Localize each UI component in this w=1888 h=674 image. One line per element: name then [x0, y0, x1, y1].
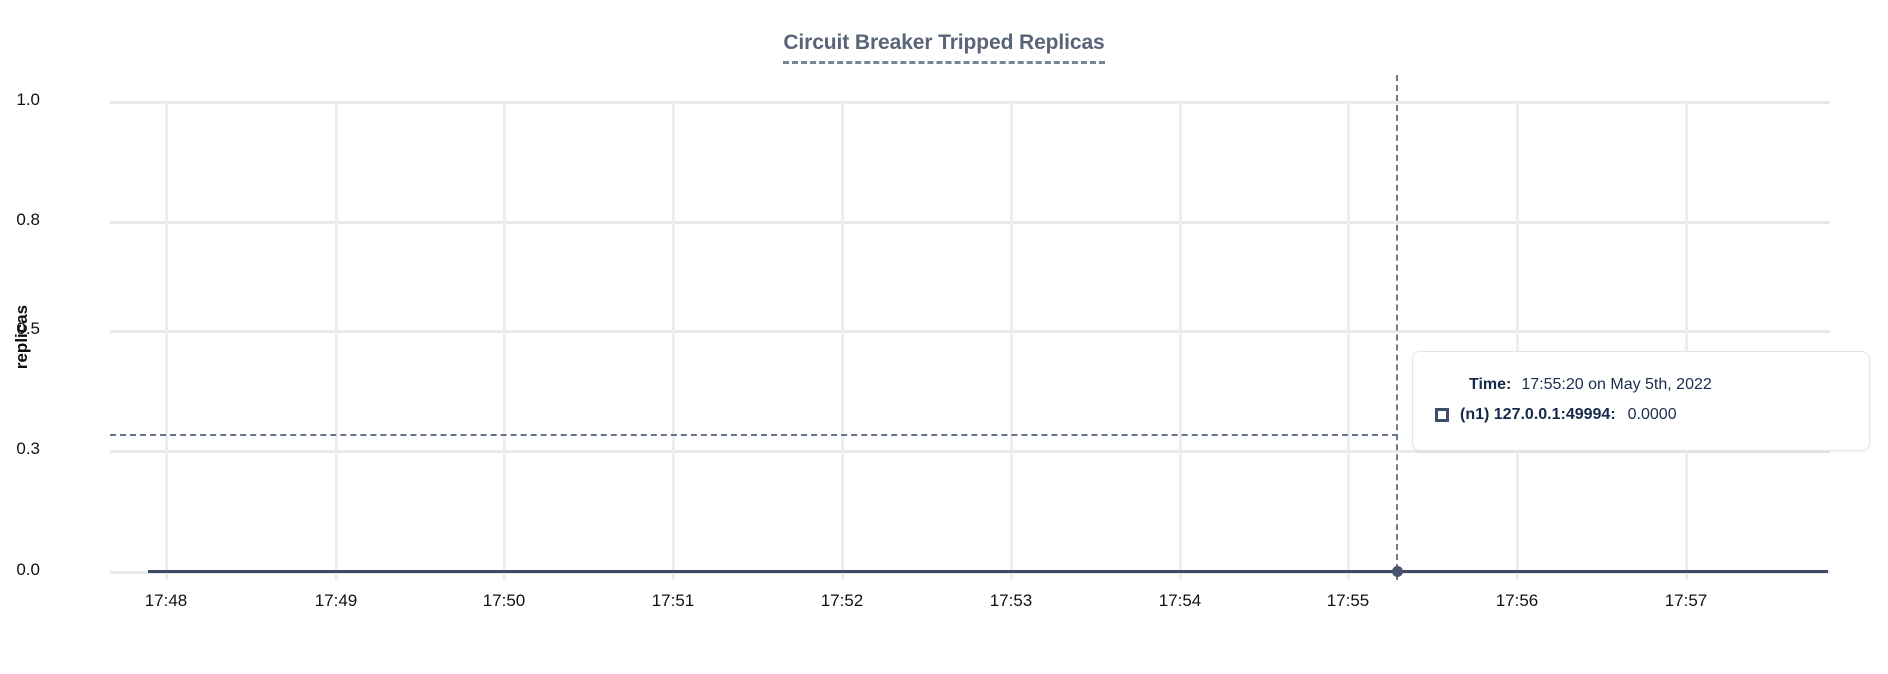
tooltip-time-label: Time:: [1469, 376, 1512, 393]
chart-title-text: Circuit Breaker Tripped Replicas: [783, 30, 1105, 64]
x-tick-label: 17:49: [314, 591, 358, 610]
series-data-point[interactable]: [1391, 565, 1403, 577]
y-tick-label: 0.3: [16, 439, 40, 458]
plot-area[interactable]: 1.0 0.8 0.5 0.3 0.0 17:48 17:49 17:50 17:51 17:52…: [16, 75, 1830, 610]
tooltip-time-row: Time: 17:55:20 on May 5th, 2022: [1435, 370, 1847, 400]
hover-tooltip: Time: 17:55:20 on May 5th, 2022 (n1) 127…: [1412, 351, 1870, 451]
series-line: [148, 570, 1828, 573]
x-tick-label: 17:50: [482, 591, 526, 610]
y-gridline: [110, 330, 1830, 333]
y-tick-label: 0.8: [16, 210, 40, 229]
x-gridline: [841, 101, 844, 580]
x-tick-label: 17:57: [1664, 591, 1708, 610]
tooltip-series-row: (n1) 127.0.0.1:49994: 0.0000: [1435, 400, 1847, 430]
tooltip-time-value: 17:55:20 on May 5th, 2022: [1521, 376, 1712, 393]
y-gridline: [110, 450, 1830, 453]
x-gridline: [1010, 101, 1013, 580]
x-tick-label: 17:51: [651, 591, 695, 610]
y-tick-label: 0.5: [16, 319, 40, 338]
x-gridline: [1516, 101, 1519, 580]
x-tick-label: 17:53: [989, 591, 1033, 610]
x-gridline: [335, 101, 338, 580]
x-tick-label: 17:56: [1495, 591, 1539, 610]
y-tick-label: 1.0: [16, 90, 40, 109]
tooltip-series-name: (n1) 127.0.0.1:49994:: [1460, 406, 1616, 423]
x-gridline: [165, 101, 168, 580]
x-gridline: [1685, 101, 1688, 580]
tooltip-series-value: 0.0000: [1627, 406, 1677, 423]
x-gridline: [1347, 101, 1350, 580]
y-gridline: [110, 221, 1830, 224]
chart-title: Circuit Breaker Tripped Replicas: [0, 30, 1888, 64]
x-tick-label: 17:52: [820, 591, 864, 610]
x-gridline: [1179, 101, 1182, 580]
x-tick-label: 17:54: [1158, 591, 1202, 610]
x-gridline: [503, 101, 506, 580]
x-gridline: [672, 101, 675, 580]
crosshair-horizontal: [110, 434, 1398, 436]
y-tick-label: 0.0: [16, 560, 40, 579]
x-tick-label: 17:48: [144, 591, 188, 610]
series-swatch-icon: [1435, 408, 1449, 422]
y-gridline: [110, 101, 1830, 104]
crosshair-vertical: [1396, 75, 1398, 580]
x-tick-label: 17:55: [1326, 591, 1370, 610]
